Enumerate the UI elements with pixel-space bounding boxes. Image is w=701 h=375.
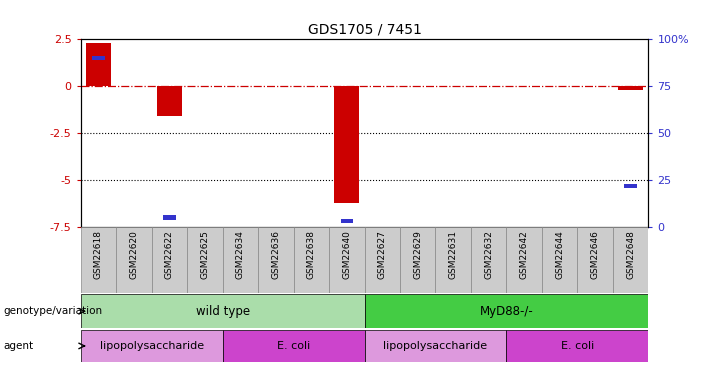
Bar: [81, 330, 223, 362]
Text: E. coli: E. coli: [561, 341, 594, 351]
Text: GSM22627: GSM22627: [378, 230, 387, 279]
Bar: [400, 227, 435, 292]
Bar: [81, 294, 365, 328]
Bar: [223, 330, 365, 362]
Bar: [578, 227, 613, 292]
Bar: [471, 227, 507, 292]
Text: wild type: wild type: [196, 305, 250, 318]
Text: GSM22640: GSM22640: [342, 230, 351, 279]
Bar: [334, 86, 359, 202]
Text: GSM22631: GSM22631: [449, 230, 458, 279]
Bar: [151, 227, 187, 292]
Text: GSM22620: GSM22620: [130, 230, 138, 279]
Text: GSM22646: GSM22646: [591, 230, 599, 279]
Text: GSM22634: GSM22634: [236, 230, 245, 279]
Bar: [294, 227, 329, 292]
Text: GSM22618: GSM22618: [94, 230, 103, 279]
Bar: [506, 227, 542, 292]
Bar: [365, 330, 507, 362]
Text: GSM22636: GSM22636: [271, 230, 280, 279]
Bar: [613, 227, 648, 292]
Bar: [542, 227, 578, 292]
Bar: [435, 227, 471, 292]
Text: GSM22642: GSM22642: [519, 230, 529, 279]
Bar: [92, 56, 104, 60]
Text: lipopolysaccharide: lipopolysaccharide: [100, 341, 204, 351]
Text: GSM22648: GSM22648: [626, 230, 635, 279]
Bar: [365, 227, 400, 292]
Text: GSM22638: GSM22638: [307, 230, 315, 279]
Text: agent: agent: [4, 341, 34, 351]
Text: GSM22632: GSM22632: [484, 230, 494, 279]
Bar: [506, 330, 648, 362]
Text: GSM22644: GSM22644: [555, 230, 564, 279]
Bar: [365, 294, 648, 328]
Bar: [116, 227, 151, 292]
Bar: [163, 215, 175, 220]
Text: lipopolysaccharide: lipopolysaccharide: [383, 341, 488, 351]
Text: genotype/variation: genotype/variation: [4, 306, 102, 316]
Text: GSM22625: GSM22625: [200, 230, 210, 279]
Text: GSM22629: GSM22629: [414, 230, 422, 279]
Bar: [157, 86, 182, 116]
Bar: [329, 227, 365, 292]
Bar: [618, 86, 643, 90]
Bar: [341, 219, 353, 224]
Bar: [81, 227, 116, 292]
Bar: [258, 227, 294, 292]
Bar: [86, 43, 111, 86]
Bar: [187, 227, 223, 292]
Title: GDS1705 / 7451: GDS1705 / 7451: [308, 23, 421, 37]
Text: MyD88-/-: MyD88-/-: [479, 305, 533, 318]
Bar: [625, 184, 637, 188]
Text: GSM22622: GSM22622: [165, 230, 174, 279]
Bar: [223, 227, 258, 292]
Text: E. coli: E. coli: [277, 341, 310, 351]
